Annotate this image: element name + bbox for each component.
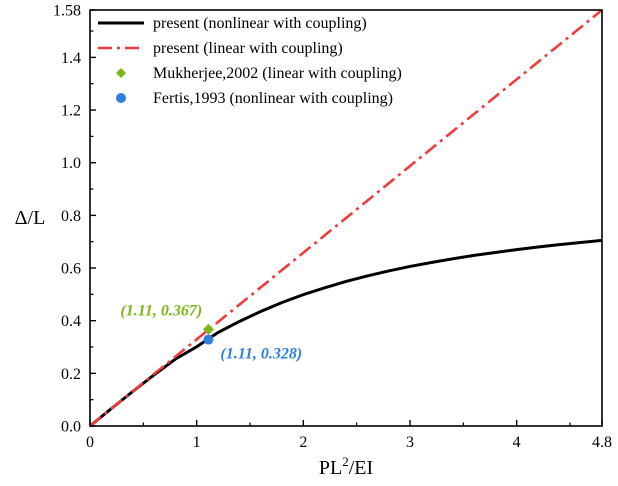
x-axis-title: PL2/EI [319,454,373,479]
x-tick-label: 3 [406,434,414,451]
y-tick-label: 1.2 [61,103,81,120]
x-tick-label: 4.8 [592,434,612,451]
x-tick-label: 4 [513,434,521,451]
y-tick-label: 0.2 [61,366,81,383]
x-tick-label: 0 [86,434,94,451]
legend-item: present (nonlinear with coupling) [98,15,367,32]
point-annotation: (1.11, 0.367) [120,302,202,319]
y-axis-title: Δ/L [15,207,46,229]
y-tick-label: 0.8 [61,208,81,225]
legend-item: Mukherjee,2002 (linear with coupling) [116,65,402,82]
legend-item: Fertis,1993 (nonlinear with coupling) [116,90,393,107]
linear-line [90,10,602,426]
y-tick-label: 1.58 [53,3,81,20]
plot-frame [89,9,603,427]
annotations: (1.11, 0.367) (1.11, 0.328) [120,302,302,362]
y-tick-label: 0.4 [61,313,81,330]
legend-label: present (linear with coupling) [153,40,343,57]
plot-area [90,10,602,426]
y-tick-label: 0.6 [61,261,81,278]
y-tick-label: 0.0 [61,419,81,436]
legend-swatch [116,68,126,78]
x-tick-label: 2 [299,434,307,451]
ticks-layer: 0 1 2 3 4 4.8 0.0 0.2 0.4 0.6 0.8 1.0 1.2 1.4 1.58 [53,3,612,452]
legend-label: Fertis,1993 (nonlinear with coupling) [153,90,393,107]
point-annotation: (1.11, 0.328) [220,346,302,363]
fertis-point [203,334,214,345]
legend: present (nonlinear with coupling) present… [98,15,402,107]
y-tick-label: 1.4 [61,50,81,67]
series-layer [90,10,602,426]
mukherjee-point [202,323,214,335]
legend-label: present (nonlinear with coupling) [153,15,367,32]
legend-item: present (linear with coupling) [98,40,343,57]
y-tick-label: 1.0 [61,155,81,172]
legend-swatch [116,93,126,103]
x-tick-label: 1 [193,434,201,451]
legend-label: Mukherjee,2002 (linear with coupling) [153,65,402,82]
nonlinear-curve [90,238,602,426]
